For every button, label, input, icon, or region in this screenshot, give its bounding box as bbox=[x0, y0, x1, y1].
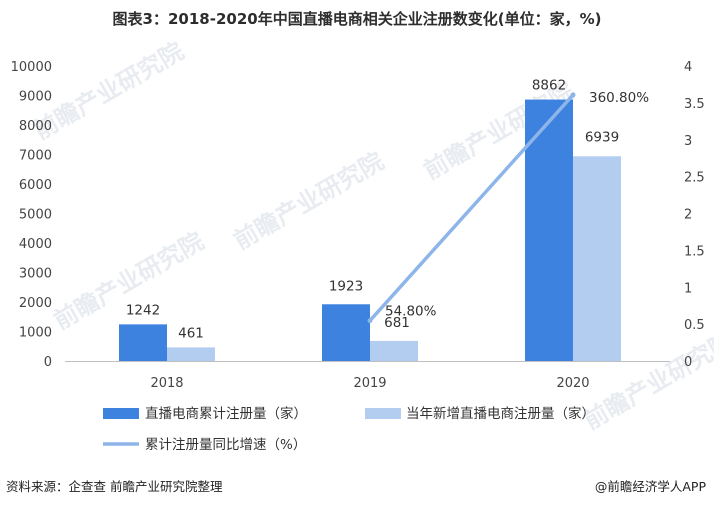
y-right-tick-label: 2.5 bbox=[684, 171, 705, 186]
bar bbox=[119, 324, 167, 361]
bar-value-label: 1923 bbox=[329, 278, 363, 294]
source-note: 资料来源：企查查 前瞻产业研究院整理 bbox=[6, 479, 223, 494]
bar-value-label: 8862 bbox=[532, 78, 566, 94]
watermark-text: 前瞻产业研究院 bbox=[49, 227, 208, 335]
line-value-label: 54.80% bbox=[385, 304, 437, 320]
y-left-tick-label: 8000 bbox=[19, 119, 52, 134]
bar-value-label: 6939 bbox=[585, 129, 619, 145]
axes: 0100020003000400050006000700080009000100… bbox=[11, 60, 705, 391]
y-left-tick-label: 7000 bbox=[19, 149, 52, 164]
y-right-tick-label: 0.5 bbox=[684, 318, 705, 333]
growth-line-path bbox=[368, 93, 575, 323]
y-left-tick-label: 2000 bbox=[19, 296, 52, 311]
growth-line-point bbox=[570, 92, 576, 98]
y-right-tick-label: 1 bbox=[684, 281, 692, 296]
y-right-tick-label: 2 bbox=[684, 208, 692, 223]
bar bbox=[322, 304, 370, 361]
y-right-tick-label: 0 bbox=[684, 355, 692, 370]
growth-line bbox=[367, 92, 576, 324]
bar bbox=[370, 340, 418, 361]
bar-value-label: 461 bbox=[178, 325, 204, 341]
watermark-text: 前瞻产业研究院 bbox=[229, 147, 388, 255]
y-left-tick-label: 4000 bbox=[19, 237, 52, 252]
legend-swatch bbox=[365, 408, 401, 419]
y-left-tick-label: 0 bbox=[44, 355, 52, 370]
growth-line-point bbox=[367, 318, 373, 324]
data-labels: 1242 1923 8862 461 681 6939 54.80% 360.80% bbox=[126, 78, 649, 342]
watermark-text: 前瞻产业研究院 bbox=[29, 37, 188, 145]
legend: 直播电商累计注册量（家） 当年新增直播电商注册量（家） 累计注册量同比增速（%） bbox=[103, 405, 595, 453]
y-right-tick-label: 1.5 bbox=[684, 244, 705, 259]
bar bbox=[573, 156, 621, 361]
y-left-tick-label: 6000 bbox=[19, 178, 52, 193]
y-right-tick-label: 4 bbox=[684, 60, 692, 75]
line-value-label: 360.80% bbox=[589, 90, 649, 106]
y-right-tick-label: 3.5 bbox=[684, 97, 705, 112]
y-left-tick-label: 3000 bbox=[19, 267, 52, 282]
bars bbox=[119, 99, 621, 362]
chart-title: 图表3：2018-2020年中国直播电商相关企业注册数变化(单位：家，%) bbox=[112, 10, 602, 28]
bar bbox=[525, 99, 573, 362]
bar bbox=[167, 347, 215, 361]
y-left-tick-label: 1000 bbox=[19, 326, 52, 341]
brand-note: @前瞻经济学人APP bbox=[594, 479, 706, 494]
bar-value-label: 1242 bbox=[126, 302, 160, 318]
bar-value-label: 681 bbox=[384, 315, 410, 331]
legend-swatch bbox=[103, 408, 139, 419]
y-left-tick-label: 10000 bbox=[11, 60, 52, 75]
y-left-tick-label: 9000 bbox=[19, 90, 52, 105]
x-tick-label: 2018 bbox=[150, 376, 183, 391]
x-tick-label: 2020 bbox=[556, 376, 589, 391]
x-tick-label: 2019 bbox=[353, 376, 386, 391]
legend-label: 直播电商累计注册量（家） bbox=[145, 405, 307, 422]
y-right-tick-label: 3 bbox=[684, 134, 692, 149]
legend-label: 当年新增直播电商注册量（家） bbox=[406, 405, 595, 422]
y-left-tick-label: 5000 bbox=[19, 208, 52, 223]
legend-label: 累计注册量同比增速（%） bbox=[145, 437, 306, 453]
